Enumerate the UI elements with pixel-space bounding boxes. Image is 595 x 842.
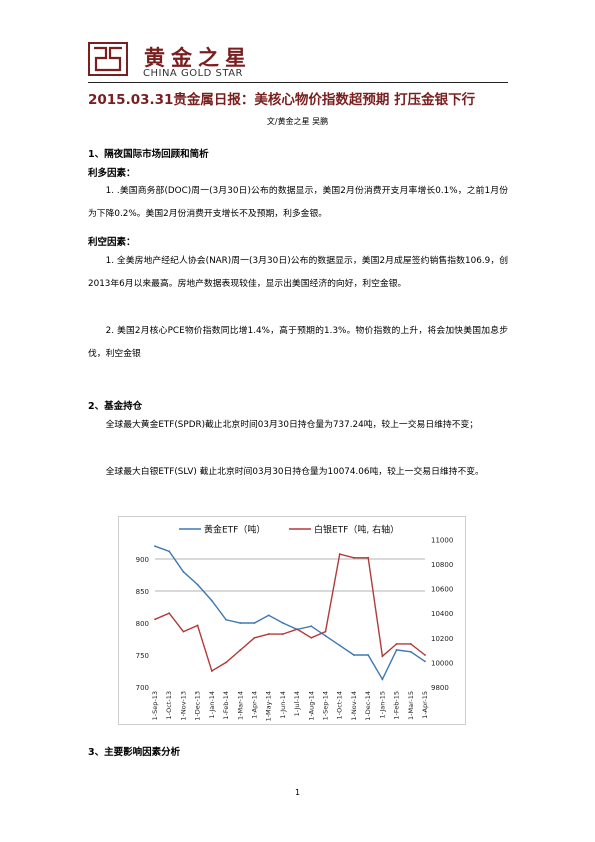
- data-point-gold: [395, 648, 398, 651]
- data-point-silver: [395, 643, 398, 645]
- x-axis-tick-label: 1-Mar-14: [236, 691, 244, 720]
- gold-etf-paragraph: 全球最大黄金ETF(SPDR)截止北京时间03月30日持仓量为737.24吨，较…: [105, 420, 479, 430]
- brand-name-cn: 黄金之星: [144, 46, 252, 70]
- etf-holdings-chart-svg: 700 750 800 850 900 9800 10000 10200 10400 10600 1…: [136, 524, 454, 722]
- data-point-silver: [281, 633, 284, 635]
- right-axis-tick-label: 11000: [431, 536, 453, 544]
- series-line-silver: [154, 553, 426, 673]
- x-axis-tick-label: 1-Dec-14: [364, 691, 372, 721]
- data-point-silver: [267, 633, 270, 635]
- data-point-silver: [253, 636, 256, 639]
- right-axis-tick-label: 10000: [431, 659, 453, 667]
- data-point-gold: [267, 614, 270, 617]
- data-point-gold: [196, 583, 199, 586]
- legend-label: 白银ETF（吨, 右轴）: [314, 524, 399, 536]
- data-point-silver: [154, 618, 156, 621]
- x-axis-tick-label: 1-Oct-13: [165, 691, 173, 720]
- data-point-gold: [353, 654, 355, 656]
- data-point-gold: [381, 678, 384, 681]
- x-axis-tick-label: 1-Apr-14: [250, 691, 258, 719]
- x-axis-tick-label: 1-Oct-14: [336, 691, 344, 720]
- x-axis-tick-label: 1-Jun-14: [279, 691, 287, 719]
- data-point-gold: [210, 599, 213, 602]
- x-axis-tick-label: 1-Jul-14: [293, 691, 301, 716]
- brand-name-en: CHINA GOLD STAR: [143, 68, 243, 79]
- data-point-gold: [168, 550, 171, 553]
- page-number: 1: [294, 788, 301, 797]
- bearish-item: 2. 美国2月核心PCE物价指数同比增1.4%，高于预期的1.3%。物价指数的上…: [88, 326, 508, 359]
- right-axis-tick-label: 10800: [431, 561, 453, 569]
- x-axis-tick-label: 1-Mar-15: [407, 691, 415, 720]
- data-point-gold: [182, 570, 185, 573]
- left-axis-tick-label: 850: [136, 588, 149, 596]
- bullish-heading: 利多因素：: [88, 168, 136, 179]
- x-axis-tick-label: 1-Sep-13: [151, 691, 159, 720]
- etf-holdings-chart: 700 750 800 850 900 9800 10000 10200 10400 10600 1…: [118, 516, 466, 725]
- bullish-item: 1. .美国商务部(DOC)周一(3月30日)公布的数据显示，美国2月份消费开支…: [88, 186, 508, 219]
- x-axis-tick-label: 1-Jan-15: [378, 691, 386, 718]
- x-axis-tick-label: 1-Feb-15: [393, 691, 401, 720]
- data-point-gold: [324, 634, 327, 637]
- section-heading-market-review: 1、隔夜国际市场回顾和简析: [88, 149, 209, 160]
- right-axis-tick-label: 10600: [431, 586, 453, 594]
- data-point-silver: [324, 630, 327, 633]
- data-point-silver: [424, 654, 426, 656]
- data-point-silver: [409, 643, 412, 645]
- data-point-silver: [225, 661, 227, 664]
- byline: 文/黄金之星 吴鹏: [266, 117, 329, 126]
- x-axis-tick-label: 1-Jan-14: [208, 691, 216, 718]
- silver-etf-paragraph: 全球最大白银ETF(SLV) 截止北京时间03月30日持仓量为10074.06吨…: [105, 467, 484, 477]
- company-logo: [88, 42, 128, 76]
- x-axis-tick-label: 1-Aug-14: [307, 691, 315, 721]
- x-axis-tick-label: 1-Apr-15: [421, 691, 429, 719]
- data-point-gold: [154, 545, 156, 548]
- right-axis-tick-label: 10400: [431, 610, 453, 618]
- section-heading-key-factors: 3、主要影响因素分析: [88, 747, 181, 758]
- left-axis-tick-label: 700: [136, 684, 149, 692]
- data-point-silver: [296, 628, 299, 631]
- series-line-gold: [154, 545, 426, 681]
- x-axis-tick-label: 1-Dec-13: [194, 691, 202, 721]
- data-point-silver: [168, 612, 171, 615]
- x-axis-tick-label: 1-Nov-13: [179, 691, 187, 721]
- data-point-silver: [210, 670, 213, 672]
- data-point-gold: [225, 618, 227, 621]
- data-point-silver: [338, 553, 341, 555]
- data-point-gold: [367, 654, 370, 656]
- x-axis-tick-label: 1-May-14: [265, 691, 273, 721]
- right-axis-tick-label: 10200: [431, 635, 453, 643]
- data-point-silver: [367, 556, 370, 559]
- data-point-gold: [409, 650, 412, 653]
- left-axis-tick-label: 900: [136, 556, 149, 564]
- report-title: 2015.03.31贵金属日报：美核心物价指数超预期 打压金银下行: [88, 92, 476, 108]
- data-point-silver: [182, 630, 185, 633]
- data-point-silver: [381, 655, 384, 658]
- data-point-silver: [239, 649, 242, 651]
- left-axis-tick-label: 750: [136, 652, 149, 660]
- data-point-gold: [338, 644, 341, 647]
- x-axis-tick-label: 1-Nov-14: [350, 691, 358, 721]
- data-point-gold: [310, 625, 313, 628]
- x-axis-tick-label: 1-Feb-14: [222, 691, 230, 720]
- data-point-silver: [196, 624, 199, 627]
- data-point-silver: [353, 556, 355, 559]
- header-divider: [88, 82, 508, 83]
- x-axis-tick-label: 1-Sep-14: [322, 691, 330, 720]
- legend-label: 黄金ETF（吨）: [204, 524, 265, 536]
- data-point-gold: [239, 622, 242, 624]
- section-heading-fund-holdings: 2、基金持仓: [88, 401, 143, 412]
- data-point-gold: [281, 622, 284, 624]
- bearish-heading: 利空因素：: [88, 237, 136, 248]
- bearish-item: 1. 全美房地产经纪人协会(NAR)周一(3月30日)公布的数据显示，美国2月成…: [88, 256, 508, 289]
- data-point-gold: [253, 622, 256, 624]
- right-axis-tick-label: 9800: [431, 684, 449, 692]
- left-axis-tick-label: 800: [136, 620, 149, 628]
- data-point-silver: [310, 636, 313, 639]
- data-point-gold: [424, 660, 426, 663]
